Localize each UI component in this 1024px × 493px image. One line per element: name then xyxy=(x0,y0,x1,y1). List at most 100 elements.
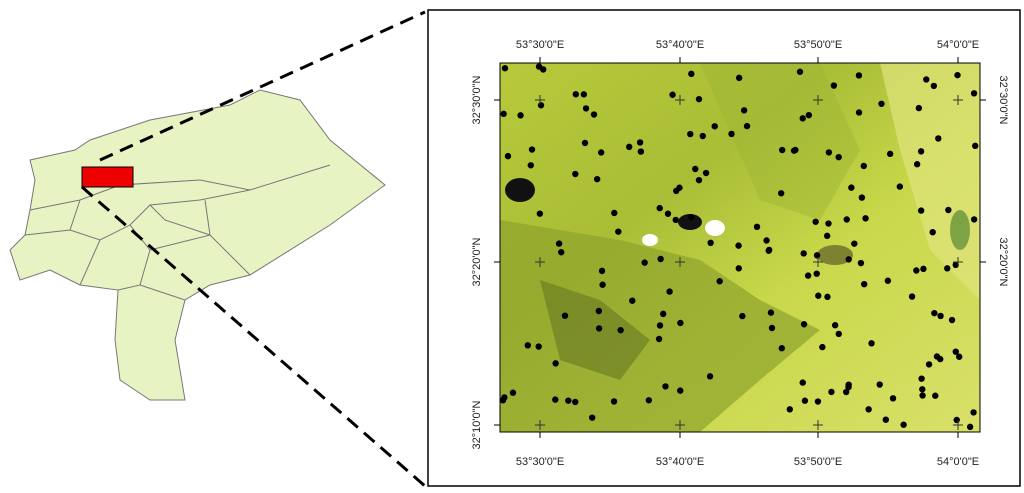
sample-point xyxy=(971,216,977,222)
sample-point xyxy=(876,381,882,387)
sample-point xyxy=(611,210,617,216)
figure: 53°30'0"E53°40'0"E53°50'0"E54°0'0"E53°30… xyxy=(0,0,1024,488)
sample-point xyxy=(914,161,920,167)
sample-point xyxy=(703,170,709,176)
sample-point xyxy=(931,310,937,316)
sample-point xyxy=(669,92,675,98)
sample-point xyxy=(735,242,741,248)
sample-point xyxy=(540,66,546,72)
sample-point xyxy=(538,102,544,108)
sample-point xyxy=(688,71,694,77)
longitude-label: 53°40'0"E xyxy=(656,39,704,51)
sample-point xyxy=(970,409,976,415)
sample-point xyxy=(696,177,702,183)
latitude-label: 32°20'0"N xyxy=(997,238,1009,287)
sample-point xyxy=(824,294,830,300)
sample-point xyxy=(953,348,959,354)
sample-point xyxy=(918,148,924,154)
sample-point xyxy=(932,393,938,399)
sample-point xyxy=(565,397,571,403)
sample-point xyxy=(573,91,579,97)
sample-point xyxy=(885,278,891,284)
sample-point xyxy=(763,237,769,243)
sample-point xyxy=(657,256,663,262)
sample-point xyxy=(800,250,806,256)
sample-point xyxy=(805,272,811,278)
sample-point xyxy=(641,259,647,265)
sample-point xyxy=(832,322,838,328)
sample-point xyxy=(707,373,713,379)
sample-point xyxy=(766,247,772,253)
sample-point xyxy=(528,162,534,168)
sample-point xyxy=(716,278,722,284)
sample-point xyxy=(728,131,734,137)
sample-point xyxy=(617,327,623,333)
sample-point xyxy=(945,207,951,213)
sample-point xyxy=(919,392,925,398)
longitude-label: 53°50'0"E xyxy=(794,456,842,468)
sample-point xyxy=(535,343,541,349)
sample-point xyxy=(825,220,831,226)
sample-point xyxy=(673,217,679,223)
sample-point xyxy=(868,340,874,346)
sample-point xyxy=(646,397,652,403)
sample-point xyxy=(812,219,818,225)
sample-point xyxy=(558,249,564,255)
sample-point xyxy=(599,282,605,288)
sample-point xyxy=(862,215,868,221)
sample-point xyxy=(696,96,702,102)
sample-point xyxy=(824,233,830,239)
sample-point xyxy=(815,398,821,404)
sample-point xyxy=(937,313,943,319)
longitude-label: 53°30'0"E xyxy=(516,456,564,468)
sample-point xyxy=(819,344,825,350)
sample-point xyxy=(589,414,595,420)
sample-point xyxy=(739,313,745,319)
sample-point xyxy=(768,309,774,315)
sample-point xyxy=(525,342,531,348)
sample-point xyxy=(572,171,578,177)
sample-point xyxy=(949,317,955,323)
sample-point xyxy=(529,146,535,152)
sample-point xyxy=(815,293,821,299)
sample-point xyxy=(856,72,862,78)
sample-point xyxy=(972,143,978,149)
sample-point xyxy=(657,322,663,328)
sample-point xyxy=(779,147,785,153)
sample-point xyxy=(929,229,935,235)
sample-point xyxy=(826,149,832,155)
sample-point xyxy=(677,320,683,326)
sample-point xyxy=(736,265,742,271)
sample-point xyxy=(858,260,864,266)
sample-point xyxy=(769,325,775,331)
sample-point xyxy=(657,205,663,211)
sample-point xyxy=(859,194,865,200)
sample-point xyxy=(861,163,867,169)
longitude-label: 53°50'0"E xyxy=(794,39,842,51)
sample-point xyxy=(934,353,940,359)
sample-point xyxy=(552,360,558,366)
sample-point xyxy=(787,406,793,412)
sample-point xyxy=(599,268,605,274)
study-area xyxy=(82,167,133,187)
sample-point xyxy=(831,82,837,88)
sample-point xyxy=(594,176,600,182)
sample-point xyxy=(897,183,903,189)
sample-point xyxy=(556,240,562,246)
sample-point xyxy=(856,109,862,115)
sample-point xyxy=(700,133,706,139)
sample-point xyxy=(913,267,919,273)
sample-point xyxy=(754,224,760,230)
sample-point xyxy=(660,311,666,317)
latitude-label: 32°20'0"N xyxy=(471,237,483,286)
sample-point xyxy=(800,115,806,121)
longitude-label: 53°40'0"E xyxy=(656,456,704,468)
sample-point xyxy=(883,416,889,422)
sample-point xyxy=(687,131,693,137)
sample-point xyxy=(656,336,662,342)
sample-point xyxy=(954,72,960,78)
sample-point xyxy=(638,148,644,154)
sample-point xyxy=(598,149,604,155)
sample-point xyxy=(596,308,602,314)
sample-point xyxy=(967,424,973,430)
